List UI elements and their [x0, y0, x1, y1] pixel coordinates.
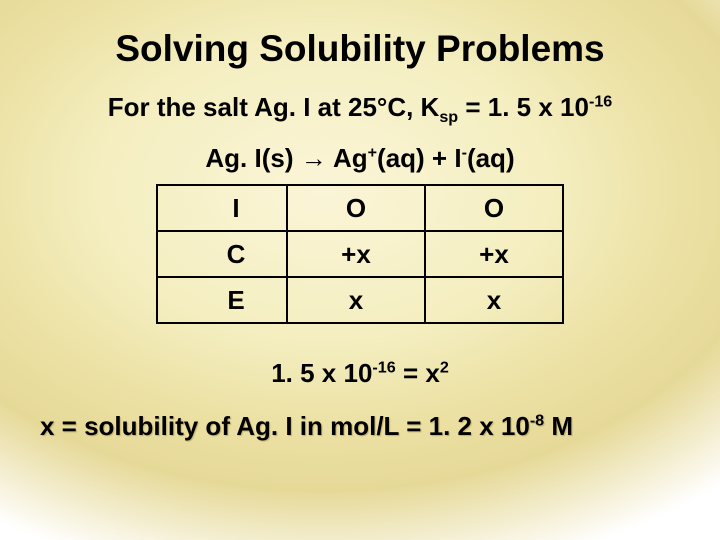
slide: Solving Solubility Problems For the salt…: [0, 0, 720, 540]
ice-cell: x: [287, 277, 425, 323]
slide-title: Solving Solubility Problems: [115, 28, 604, 70]
ice-cell: +x: [425, 231, 563, 277]
ice-cell: +x: [287, 231, 425, 277]
ice-cell: O: [425, 185, 563, 231]
ksp-equation: 1. 5 x 10-16 = x2: [271, 358, 449, 389]
ice-row-label: E: [157, 277, 287, 323]
slide-subtitle: For the salt Ag. I at 25°C, Ksp = 1. 5 x…: [108, 92, 613, 127]
ice-cell: x: [425, 277, 563, 323]
answer-line: x = solubility of Ag. I in mol/L = 1. 2 …: [36, 411, 684, 442]
ice-table: I O O C +x +x E x x: [156, 184, 564, 324]
ice-row-label: I: [157, 185, 287, 231]
table-row: E x x: [157, 277, 563, 323]
ice-cell: O: [287, 185, 425, 231]
table-row: C +x +x: [157, 231, 563, 277]
table-row: I O O: [157, 185, 563, 231]
reaction-equation: Ag. I(s) → Ag+(aq) + I-(aq): [205, 143, 514, 174]
ice-row-label: C: [157, 231, 287, 277]
